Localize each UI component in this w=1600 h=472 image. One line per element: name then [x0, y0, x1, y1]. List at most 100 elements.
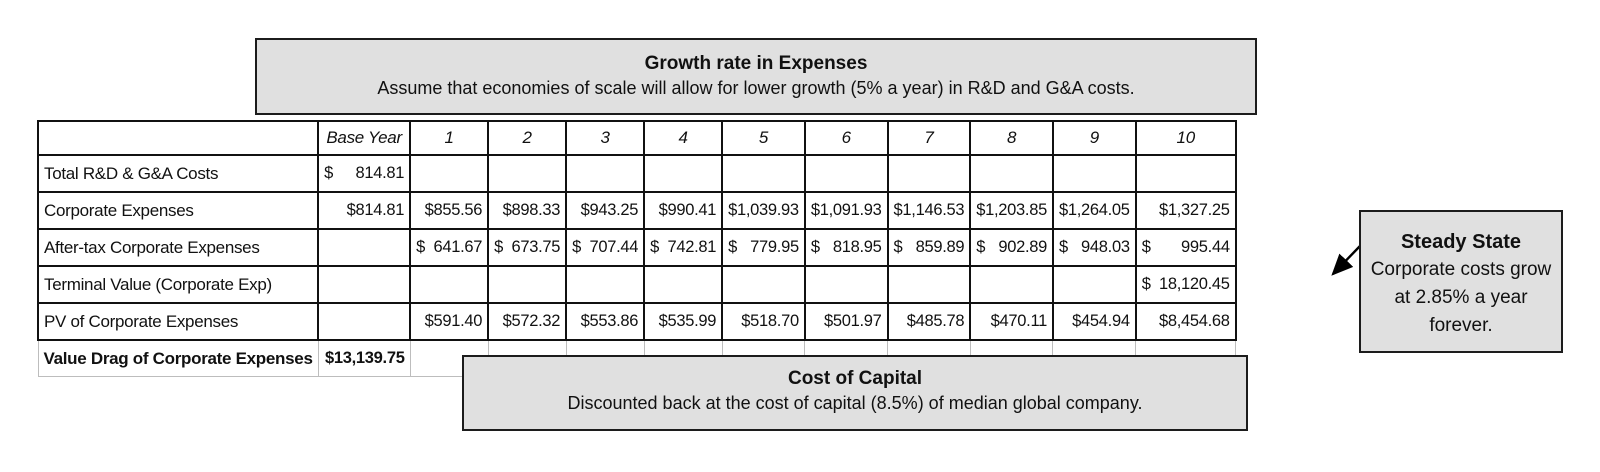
table-cell: $18,120.45: [1134, 265, 1237, 304]
table-cell: [1051, 154, 1137, 193]
currency-symbol: $: [572, 238, 581, 256]
table-cell: $902.89: [969, 228, 1054, 267]
column-header-3: 3: [565, 120, 646, 156]
table-row: Total R&D & G&A Costs $814.81: [36, 154, 1237, 193]
row-label: Terminal Value (Corporate Exp): [36, 265, 320, 304]
column-header-2: 2: [487, 120, 568, 156]
table-cell: $898.33: [487, 191, 568, 230]
currency-symbol: $: [1058, 238, 1068, 256]
currency-symbol: $: [1141, 238, 1151, 256]
table-cell: $535.99: [643, 302, 724, 341]
table-row: Terminal Value (Corporate Exp) $18,120.45: [36, 265, 1237, 304]
table-row: After-tax Corporate Expenses $641.67 $673.…: [36, 228, 1237, 267]
table-row: PV of Corporate Expenses $591.40 $572.32 $5…: [36, 302, 1237, 341]
cell-value: 707.44: [589, 238, 639, 256]
table-cell: $814.81: [317, 191, 412, 230]
table-header-row: Base Year 1 2 3 4 5 6 7 8 9 10: [36, 120, 1237, 156]
table-row: Corporate Expenses $814.81 $855.56 $898.33 $…: [36, 191, 1237, 230]
table-cell: [317, 228, 412, 267]
cell-value: 948.03: [1081, 238, 1130, 256]
table-cell: [565, 265, 646, 304]
table-cell: $814.81: [317, 154, 412, 193]
table-cell: $572.32: [487, 302, 568, 341]
steady-state-callout-title: Steady State: [1400, 231, 1522, 253]
cell-value: 641.67: [433, 238, 483, 256]
table-cell: $641.67: [409, 228, 490, 267]
table-cell: [317, 302, 412, 341]
currency-symbol: $: [893, 238, 903, 256]
table-cell: $707.44: [565, 228, 646, 267]
table-cell: [409, 154, 490, 193]
cell-value: 902.89: [998, 238, 1047, 256]
row-label: Total R&D & G&A Costs: [36, 154, 320, 193]
table-cell: $948.03: [1051, 228, 1137, 267]
table-cell: $1,039.93: [721, 191, 806, 230]
column-header-base-year: Base Year: [317, 120, 412, 156]
cell-value: 18,120.45: [1158, 275, 1230, 293]
row-label: After-tax Corporate Expenses: [36, 228, 320, 267]
table-cell: $1,264.05: [1051, 191, 1137, 230]
table-cell: $591.40: [409, 302, 490, 341]
table-cell: [487, 154, 568, 193]
currency-symbol: $: [324, 164, 333, 182]
column-header-6: 6: [803, 120, 889, 156]
table-cell: $553.86: [565, 302, 646, 341]
cell-value: 859.89: [915, 238, 965, 256]
table-cell: $1,091.93: [803, 191, 889, 230]
steady-state-callout: Steady State Corporate costs grow at 2.8…: [1359, 210, 1563, 353]
currency-symbol: $: [976, 238, 986, 256]
table-cell: $13,139.75: [317, 339, 411, 377]
column-header-7: 7: [886, 120, 972, 156]
table-cell: [886, 265, 972, 304]
table-cell: [317, 265, 412, 304]
growth-rate-callout: Growth rate in Expenses Assume that econ…: [255, 38, 1257, 115]
currency-symbol: $: [650, 238, 659, 256]
column-header-10: 10: [1134, 120, 1237, 156]
currency-symbol: $: [494, 238, 503, 256]
row-label: Value Drag of Corporate Expenses: [37, 339, 319, 377]
table-cell: [969, 154, 1054, 193]
row-label: PV of Corporate Expenses: [36, 302, 320, 341]
table-cell: [803, 265, 889, 304]
cost-of-capital-callout: Cost of Capital Discounted back at the c…: [462, 355, 1248, 431]
table-cell: $1,146.53: [886, 191, 972, 230]
table-cell: [886, 154, 972, 193]
cell-value: 742.81: [667, 238, 717, 256]
table-cell: $501.97: [803, 302, 889, 341]
table-cell: $742.81: [643, 228, 724, 267]
table-cell: [1134, 154, 1237, 193]
currency-symbol: $: [416, 238, 425, 256]
table-cell: [643, 154, 724, 193]
expenses-table: Base Year 1 2 3 4 5 6 7 8 9 10 Total R&D & G&A Cos…: [36, 120, 1237, 377]
table-cell: $859.89: [886, 228, 972, 267]
table-cell: $454.94: [1051, 302, 1137, 341]
row-label: Corporate Expenses: [36, 191, 320, 230]
cell-value: 673.75: [511, 238, 561, 256]
cell-value: 814.81: [355, 164, 405, 182]
table-cell: [721, 154, 806, 193]
table-cell: [487, 265, 568, 304]
column-header-4: 4: [643, 120, 724, 156]
table-cell: $673.75: [487, 228, 568, 267]
table-cell: $855.56: [409, 191, 490, 230]
table-cell: $943.25: [565, 191, 646, 230]
table-cell: $818.95: [803, 228, 889, 267]
column-header-1: 1: [409, 120, 490, 156]
corner-header-cell: [36, 120, 320, 156]
table-cell: [643, 265, 724, 304]
table-cell: $1,203.85: [969, 191, 1054, 230]
table-cell: $470.11: [969, 302, 1054, 341]
growth-rate-callout-title: Growth rate in Expenses: [644, 53, 868, 74]
growth-rate-callout-body: Assume that economies of scale will allo…: [377, 78, 1135, 98]
table-cell: $995.44: [1134, 228, 1237, 267]
cell-value: 818.95: [832, 238, 882, 256]
table-cell: [1051, 265, 1137, 304]
table-cell: [565, 154, 646, 193]
table-cell: [969, 265, 1054, 304]
currency-symbol: $: [810, 238, 820, 256]
column-header-5: 5: [721, 120, 806, 156]
column-header-9: 9: [1051, 120, 1137, 156]
table-cell: [409, 265, 490, 304]
table-cell: [721, 265, 806, 304]
currency-symbol: $: [728, 238, 737, 256]
